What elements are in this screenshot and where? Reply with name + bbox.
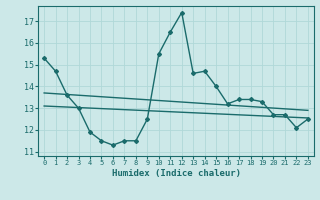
X-axis label: Humidex (Indice chaleur): Humidex (Indice chaleur) xyxy=(111,169,241,178)
